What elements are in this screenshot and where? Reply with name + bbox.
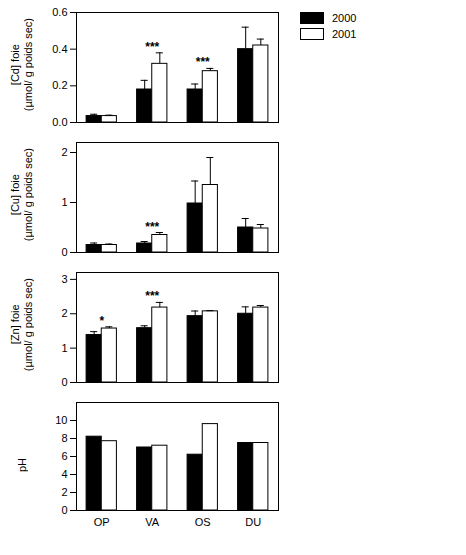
svg-text:2: 2 — [61, 486, 67, 498]
svg-text:0: 0 — [61, 504, 67, 516]
svg-text:***: *** — [196, 55, 210, 69]
svg-text:DU: DU — [245, 516, 261, 528]
svg-text:1: 1 — [61, 196, 67, 208]
svg-text:0.6: 0.6 — [52, 6, 67, 18]
svg-text:3: 3 — [61, 273, 67, 285]
html-text:2001: 2001 — [332, 28, 357, 40]
svg-text:0.4: 0.4 — [52, 43, 67, 55]
html-text:[Cd] foie (µmol/ g poids sec): [Cd] foie (µmol/ g poids sec) — [9, 18, 34, 112]
svg-text:2: 2 — [61, 146, 67, 158]
html-text:[Zn] foie (µmol/ g poids sec): [Zn] foie (µmol/ g poids sec) — [9, 278, 34, 372]
svg-text:VA: VA — [145, 516, 160, 528]
svg-text:10: 10 — [55, 414, 67, 426]
svg-text:*: * — [99, 314, 104, 328]
svg-text:***: *** — [145, 220, 159, 234]
svg-text:4: 4 — [61, 468, 67, 480]
svg-text:1: 1 — [61, 342, 67, 354]
svg-text:0.2: 0.2 — [52, 79, 67, 91]
svg-text:0: 0 — [61, 246, 67, 258]
html-text:pH: pH — [15, 458, 28, 472]
svg-text:8: 8 — [61, 432, 67, 444]
html-text:[Cu] foie (µmol/ g poids sec): [Cu] foie (µmol/ g poids sec) — [9, 148, 34, 242]
svg-text:***: *** — [145, 289, 159, 303]
svg-text:OP: OP — [94, 516, 110, 528]
svg-text:2: 2 — [61, 307, 67, 319]
svg-text:OS: OS — [195, 516, 211, 528]
svg-text:0: 0 — [61, 376, 67, 388]
svg-text:6: 6 — [61, 450, 67, 462]
svg-text:***: *** — [145, 40, 159, 54]
html-text:2000: 2000 — [332, 12, 357, 24]
svg-text:0.0: 0.0 — [52, 116, 67, 128]
